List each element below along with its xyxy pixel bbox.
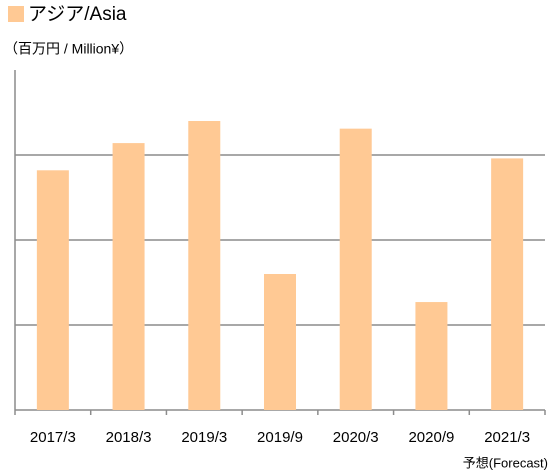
legend-swatch (8, 6, 24, 22)
annotation: 予想(Forecast) (463, 455, 548, 470)
bar (491, 158, 524, 410)
bar (36, 170, 69, 410)
x-tick-label: 2020/3 (333, 429, 379, 446)
x-tick-label: 2017/3 (30, 429, 76, 446)
x-tick-label: 2020/9 (408, 429, 454, 446)
chart-subtitle: （百万円 / Million¥） (4, 41, 133, 57)
x-tick-label: 2019/9 (257, 429, 303, 446)
bar (339, 128, 372, 410)
chart-title: アジア/Asia (28, 4, 127, 25)
x-tick-label: 2018/3 (106, 429, 152, 446)
bar (188, 121, 221, 410)
bar (112, 143, 145, 410)
bar (415, 302, 448, 410)
bar (264, 274, 296, 410)
x-tick-label: 2019/3 (181, 429, 227, 446)
x-tick-label: 2021/3 (484, 429, 530, 446)
